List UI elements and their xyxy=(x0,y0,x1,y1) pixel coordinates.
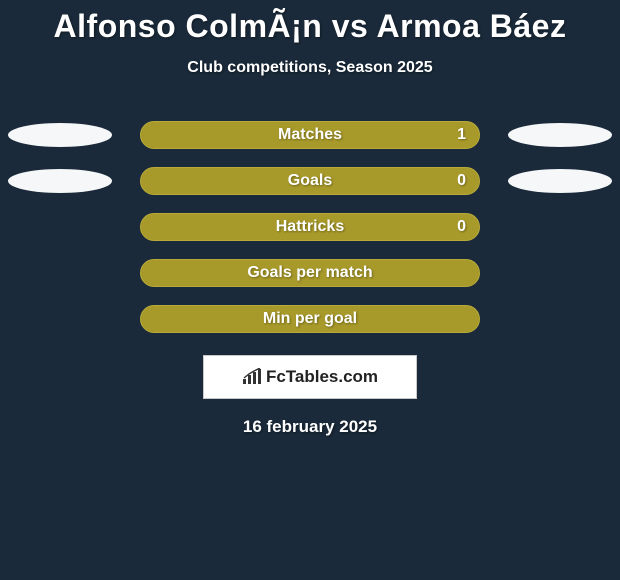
right-ellipse xyxy=(508,123,612,147)
bar-fill xyxy=(140,213,480,241)
stat-row: Hattricks0 xyxy=(0,213,620,241)
right-ellipse xyxy=(508,169,612,193)
left-ellipse xyxy=(8,123,112,147)
bar-fill xyxy=(140,167,480,195)
left-ellipse xyxy=(8,169,112,193)
logo-suffix: Tables.com xyxy=(286,367,378,386)
stat-row: Goals0 xyxy=(0,167,620,195)
logo-text: FcTables.com xyxy=(266,367,378,387)
bar-fill xyxy=(140,121,480,149)
stat-bar: Min per goal xyxy=(140,305,480,333)
date-text: 16 february 2025 xyxy=(0,417,620,437)
subtitle: Club competitions, Season 2025 xyxy=(0,59,620,77)
bars-icon xyxy=(242,368,262,386)
stat-bar: Goals per match xyxy=(140,259,480,287)
stat-bar: Matches1 xyxy=(140,121,480,149)
logo-prefix: Fc xyxy=(266,367,286,386)
stat-row: Min per goal xyxy=(0,305,620,333)
stat-bar: Goals0 xyxy=(140,167,480,195)
stat-row: Goals per match xyxy=(0,259,620,287)
comparison-infographic: Alfonso ColmÃ¡n vs Armoa Báez Club compe… xyxy=(0,0,620,437)
stat-row: Matches1 xyxy=(0,121,620,149)
bar-fill xyxy=(140,305,480,333)
stat-rows: Matches1 Goals0 Hattricks0 Goals per match M… xyxy=(0,121,620,333)
page-title: Alfonso ColmÃ¡n vs Armoa Báez xyxy=(0,8,620,45)
source-logo: FcTables.com xyxy=(203,355,417,399)
bar-fill xyxy=(140,259,480,287)
stat-bar: Hattricks0 xyxy=(140,213,480,241)
